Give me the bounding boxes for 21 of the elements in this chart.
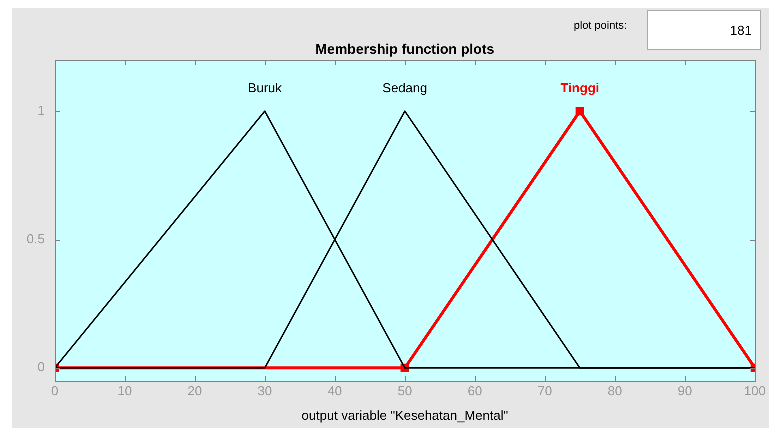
series-label: Tinggi <box>560 80 600 96</box>
x-tick-label: 100 <box>744 383 766 398</box>
series-label: Sedang <box>382 80 428 96</box>
series-label: Buruk <box>248 80 283 96</box>
x-tick-label: 80 <box>608 383 622 398</box>
chart-title: Membership function plots <box>316 40 495 57</box>
x-tick-label: 50 <box>398 383 412 398</box>
plot-points-field: 181 <box>647 10 761 50</box>
x-tick-label: 10 <box>118 383 132 398</box>
x-tick-label: 40 <box>328 383 342 398</box>
y-tick-label: 1 <box>38 102 45 118</box>
x-axis-title: output variable "Kesehatan_Mental" <box>302 408 509 423</box>
x-tick-label: 30 <box>258 383 272 398</box>
x-tick-label: 70 <box>538 383 552 398</box>
x-tick-label: 90 <box>678 383 692 398</box>
x-tick-label: 60 <box>468 383 482 398</box>
x-tick-label: 0 <box>51 383 59 398</box>
y-tick-label: 0 <box>38 360 45 375</box>
text: plot points: <box>574 20 628 32</box>
x-tick-label: 20 <box>188 383 202 398</box>
y-tick-label: 0.5 <box>26 231 45 246</box>
